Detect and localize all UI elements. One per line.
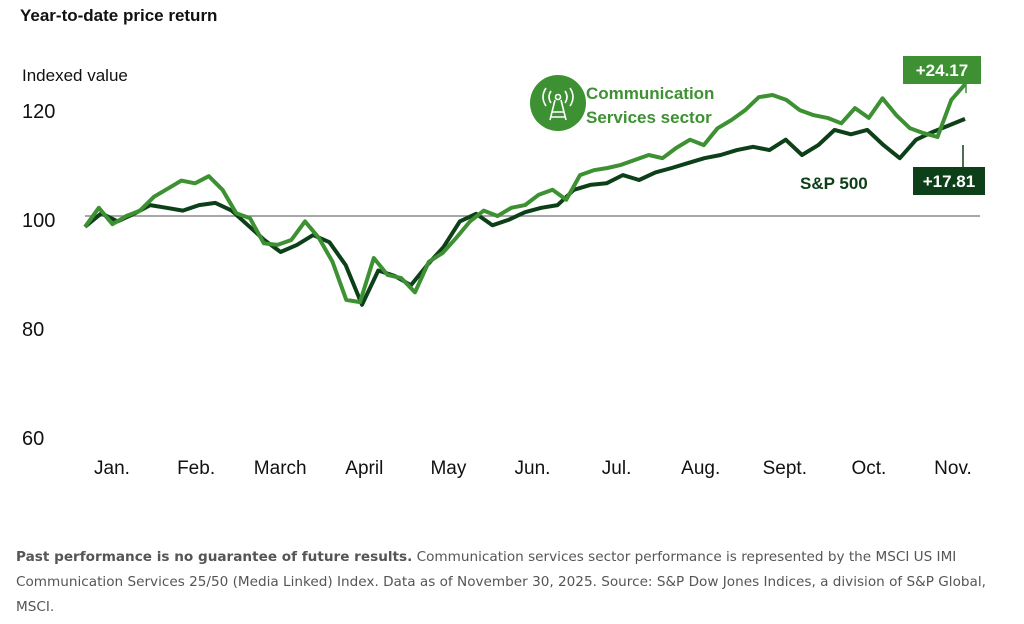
line-chart: 60 80 100 120 Jan. Feb. March April May Jun. Jul.… [22, 56, 985, 479]
x-tick-label: Jul. [602, 458, 632, 479]
x-tick-label: Aug. [681, 458, 720, 479]
x-tick-label: March [254, 458, 307, 479]
footnote: Past performance is no guarantee of futu… [16, 545, 1006, 620]
x-tick-label: Feb. [177, 458, 215, 479]
end-label-box-comm [903, 56, 981, 84]
radio-tower-icon [530, 75, 586, 131]
y-tick-label: 120 [22, 101, 55, 123]
y-axis-label: Indexed value [22, 66, 128, 85]
y-tick-label: 60 [22, 428, 44, 450]
x-tick-label: April [345, 458, 383, 479]
y-tick-label: 80 [22, 319, 44, 341]
series-label-comm-line1: Communication [586, 84, 714, 103]
footnote-text: Communication services sector performanc… [16, 549, 986, 615]
x-tick-label: May [430, 458, 466, 479]
series-label-sp500: S&P 500 [800, 174, 868, 193]
footnote-disclaimer: Past performance is no guarantee of futu… [16, 549, 413, 565]
end-label-sp500: +17.81 [923, 172, 975, 191]
series-label-comm-line2: Services sector [586, 108, 712, 127]
x-tick-label: Sept. [763, 458, 807, 479]
x-tick-label: Jun. [515, 458, 551, 479]
end-label-box-sp500 [913, 167, 985, 195]
series-line-sp500 [83, 117, 966, 307]
y-tick-label: 100 [22, 210, 55, 232]
end-label-comm: +24.17 [916, 61, 968, 80]
series-line-communication-services [83, 82, 967, 305]
x-tick-label: Jan. [94, 458, 130, 479]
x-tick-label: Oct. [851, 458, 886, 479]
x-tick-label: Nov. [934, 458, 972, 479]
chart-title: Year-to-date price return [20, 6, 218, 25]
